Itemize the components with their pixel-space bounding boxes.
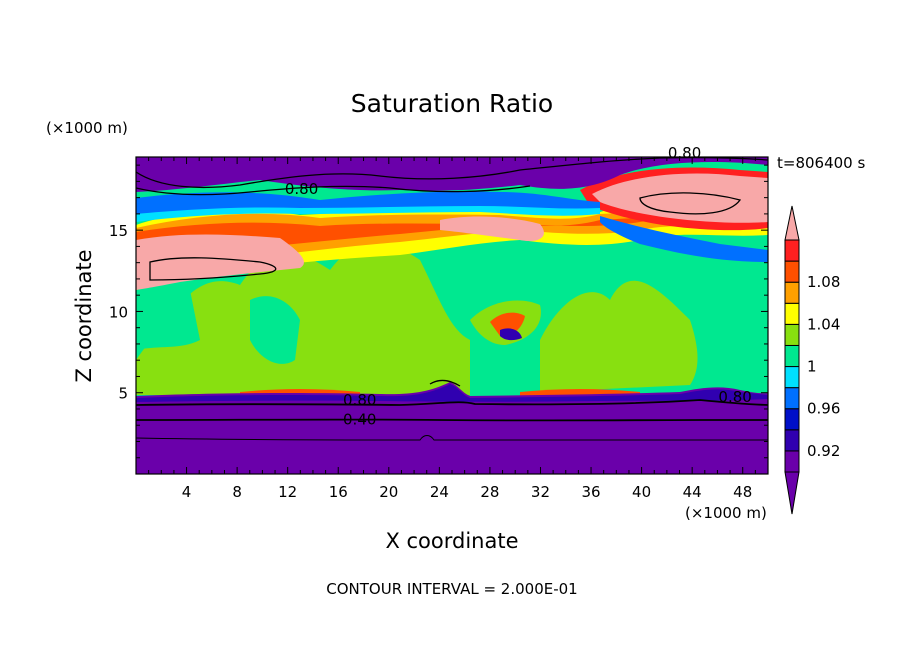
y-tick-label: 15 (109, 222, 128, 240)
colorbar-segment (784, 450, 800, 473)
y-axis-unit: (×1000 m) (46, 119, 128, 137)
colorbar-segment (784, 323, 800, 346)
x-tick-label: 48 (733, 483, 752, 501)
colorbar-label: 0.92 (807, 442, 840, 460)
x-tick-label: 20 (379, 483, 398, 501)
x-tick-label: 44 (683, 483, 702, 501)
x-tick-label: 8 (232, 483, 242, 501)
colorbar-segment (784, 281, 800, 304)
time-label: t=806400 s (777, 154, 865, 172)
x-tick-label: 40 (632, 483, 651, 501)
x-tick-label: 16 (329, 483, 348, 501)
x-tick-label: 4 (182, 483, 192, 501)
x-tick-label: 28 (480, 483, 499, 501)
x-tick-label: 36 (581, 483, 600, 501)
colorbar-segment (784, 429, 800, 452)
y-axis-ticks: 5 10 15 (109, 164, 768, 459)
contour-label: 0.80 (718, 388, 751, 406)
contour-label: 0.40 (343, 411, 376, 429)
contour-label: 0.80 (668, 144, 701, 162)
y-axis-label: Z coordinate (72, 249, 96, 382)
heatmap-field (136, 157, 768, 474)
colorbar-label: 1.08 (807, 273, 840, 291)
colorbar-label: 1.04 (807, 315, 840, 333)
colorbar-segment (784, 260, 800, 283)
x-tick-label: 24 (430, 483, 449, 501)
contour-label: 0.80 (343, 391, 376, 409)
colorbar-segment (784, 205, 800, 241)
colorbar: 0.92 0.96 1 1.04 1.08 (784, 205, 840, 515)
colorbar-segment (784, 387, 800, 410)
colorbar-label: 0.96 (807, 400, 840, 418)
colorbar-segment (784, 366, 800, 389)
colorbar-label: 1 (807, 358, 817, 376)
contour-label: 0.80 (285, 180, 318, 198)
x-axis-label: X coordinate (385, 529, 518, 553)
chart-title: Saturation Ratio (351, 89, 553, 118)
colorbar-segment (784, 408, 800, 431)
contour-labels: 0.80 0.80 0.80 0.40 0.80 (285, 144, 752, 429)
colorbar-segment (784, 302, 800, 325)
colorbar-segment (784, 344, 800, 368)
x-tick-label: 12 (278, 483, 297, 501)
colorbar-segment (784, 239, 800, 262)
x-axis-unit: (×1000 m) (685, 504, 767, 522)
y-tick-label: 10 (109, 303, 128, 321)
contour-interval-note: CONTOUR INTERVAL = 2.000E-01 (326, 580, 577, 598)
colorbar-segment (784, 471, 800, 515)
x-tick-label: 32 (531, 483, 550, 501)
x-axis-ticks: 4 8 12 16 20 24 28 32 36 40 44 48 (148, 157, 756, 501)
y-tick-label: 5 (118, 385, 128, 403)
